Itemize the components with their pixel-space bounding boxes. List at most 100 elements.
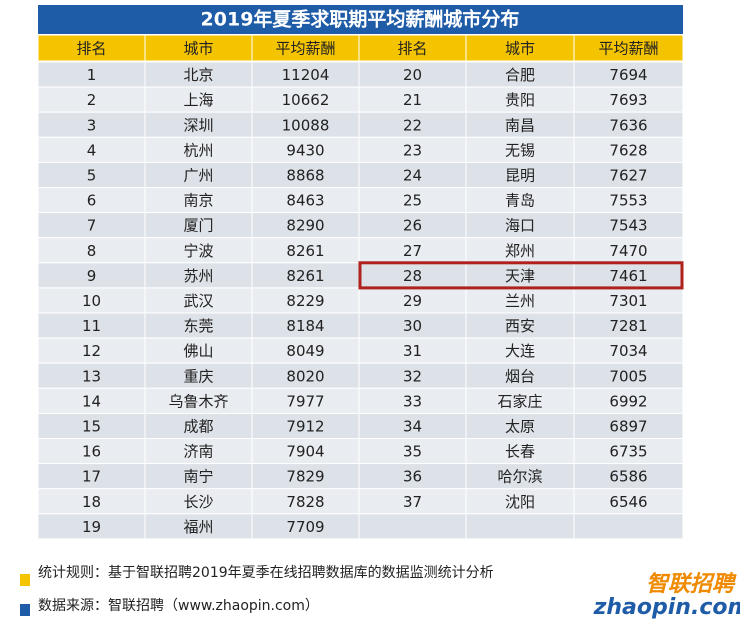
cell-bg	[573, 136, 684, 163]
footer-source: 数据来源：智联招聘（www.zhaopin.com）	[38, 598, 319, 614]
cell: 7034	[609, 342, 647, 360]
cell: 6586	[609, 468, 647, 486]
cell: 5	[87, 166, 97, 184]
cell: 31	[403, 342, 422, 360]
cell-bg	[573, 61, 684, 88]
cell-bg	[251, 212, 360, 239]
cell-bg	[251, 187, 360, 214]
cell: 天津	[505, 267, 535, 285]
title: 2019年夏季求职期平均薪酬城市分布	[201, 8, 520, 31]
cell: 8049	[286, 342, 324, 360]
cell-bg	[573, 212, 684, 239]
cell: 郑州	[505, 242, 535, 260]
header-label: 排名	[397, 40, 427, 58]
cell: 6735	[609, 443, 647, 461]
cell: 南宁	[183, 468, 213, 486]
cell-bg	[573, 187, 684, 214]
cell: 9430	[286, 141, 324, 159]
cell: 上海	[183, 91, 213, 109]
cell: 7977	[286, 392, 324, 410]
cell-bg	[37, 463, 146, 490]
cell: 2	[87, 91, 97, 109]
cell: 8	[87, 242, 97, 260]
cell: 12	[82, 342, 101, 360]
cell-bg	[144, 412, 253, 439]
cell: 乌鲁木齐	[168, 392, 228, 410]
cell: 7829	[286, 468, 324, 486]
cell: 7470	[609, 242, 647, 260]
cell-bg	[144, 262, 253, 289]
cell: 7628	[609, 141, 647, 159]
cell: 1	[87, 66, 97, 84]
cell-bg	[358, 337, 467, 364]
cell-bg	[573, 161, 684, 188]
cell-bg	[144, 387, 253, 414]
cell-bg	[251, 237, 360, 264]
cell: 太原	[505, 417, 535, 435]
cell: 10	[82, 292, 101, 310]
cell: 兰州	[505, 292, 535, 310]
cell-bg	[144, 61, 253, 88]
cell: 广州	[183, 166, 213, 184]
cell: 7627	[609, 166, 647, 184]
cell: 7636	[609, 116, 647, 134]
cell: 20	[403, 66, 422, 84]
cell: 8229	[286, 292, 324, 310]
header-cell	[251, 34, 360, 62]
cell-bg	[465, 262, 575, 289]
cell-bg	[144, 362, 253, 389]
cell: 35	[403, 443, 422, 461]
cell-bg	[251, 111, 360, 138]
cell-bg	[37, 262, 146, 289]
cell: 大连	[505, 342, 535, 360]
cell: 8290	[286, 217, 324, 235]
cell: 海口	[505, 217, 535, 235]
cell-bg	[465, 86, 575, 113]
cell: 8463	[286, 192, 324, 210]
cell: 北京	[183, 66, 213, 84]
cell: 3	[87, 116, 97, 134]
cell: 14	[82, 392, 101, 410]
cell: 7281	[609, 317, 647, 335]
header-label: 排名	[76, 40, 106, 58]
cell: 宁波	[183, 242, 213, 260]
header-label: 城市	[505, 40, 535, 58]
cell: 烟台	[505, 367, 535, 385]
cell-bg	[465, 488, 575, 515]
cell: 7693	[609, 91, 647, 109]
header-cell	[358, 34, 467, 62]
cell-bg	[251, 86, 360, 113]
cell: 东莞	[183, 317, 213, 335]
cell: 6992	[609, 392, 647, 410]
cell: 18	[82, 493, 101, 511]
cell: 11204	[282, 66, 330, 84]
cell-bg	[144, 438, 253, 465]
cell: 11	[82, 317, 101, 335]
cell-bg	[37, 362, 146, 389]
cell-bg	[465, 287, 575, 314]
cell-bg	[251, 488, 360, 515]
cell-bg	[144, 312, 253, 339]
title-bar	[38, 5, 683, 34]
cell: 30	[403, 317, 422, 335]
header-label: 平均薪酬	[275, 40, 335, 58]
header-cell	[573, 34, 684, 62]
cell-bg	[37, 212, 146, 239]
cell: 17	[82, 468, 101, 486]
cell: 8261	[286, 267, 324, 285]
cell-bg	[573, 262, 684, 289]
cell-bg	[573, 111, 684, 138]
cell-bg	[37, 513, 146, 540]
logo-brand: 智联招聘	[646, 571, 737, 597]
cell: 昆明	[505, 166, 535, 184]
cell: 佛山	[183, 342, 213, 360]
cell: 重庆	[183, 367, 213, 385]
bullet-blue	[20, 604, 30, 616]
cell-bg	[573, 86, 684, 113]
cell: 石家庄	[497, 392, 542, 410]
cell: 26	[403, 217, 422, 235]
cell: 6897	[609, 417, 647, 435]
cell: 南昌	[505, 116, 535, 134]
cell: 厦门	[183, 217, 213, 235]
cell: 西安	[505, 317, 535, 335]
